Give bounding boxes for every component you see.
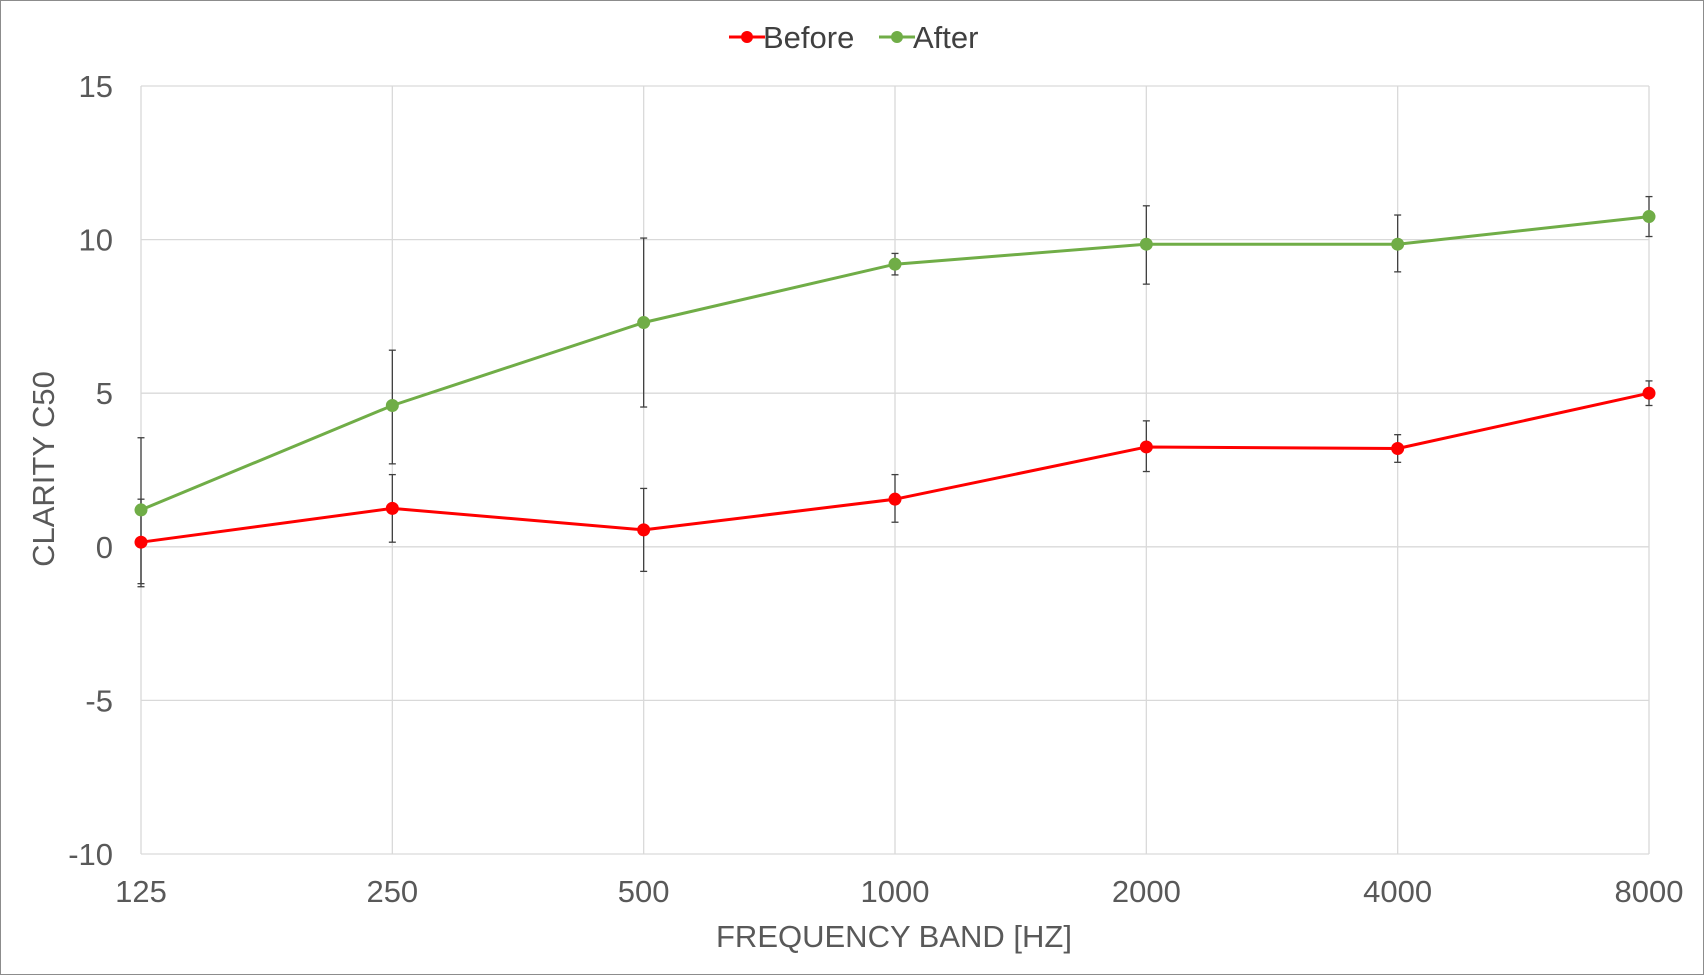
data-point-after — [637, 316, 651, 330]
legend-label: Before — [763, 20, 854, 55]
x-tick-label: 8000 — [1615, 874, 1684, 909]
x-tick-label: 125 — [115, 874, 167, 909]
y-tick-label: 0 — [96, 530, 113, 565]
x-axis-title: FREQUENCY BAND [HZ] — [716, 919, 1072, 954]
y-axis-title: CLARITY C50 — [26, 371, 61, 567]
x-tick-label: 1000 — [861, 874, 930, 909]
legend-swatch-marker — [741, 31, 753, 43]
data-point-before — [1391, 441, 1405, 455]
data-point-after — [1139, 237, 1153, 251]
legend-label: After — [913, 20, 978, 55]
data-point-before — [1139, 440, 1153, 454]
y-tick-label: 10 — [79, 223, 113, 258]
x-tick-label: 500 — [618, 874, 670, 909]
series-layer — [134, 210, 1656, 549]
data-point-after — [1642, 210, 1656, 224]
x-tick-label: 250 — [366, 874, 418, 909]
data-point-before — [385, 501, 399, 515]
y-tick-label: -10 — [68, 837, 113, 872]
x-tick-label: 2000 — [1112, 874, 1181, 909]
x-tick-labels: 125 250 500 1000 2000 4000 8000 — [115, 874, 1683, 909]
data-point-before — [637, 523, 651, 537]
data-point-before — [888, 492, 902, 506]
data-point-after — [888, 257, 902, 271]
y-tick-label: 15 — [79, 69, 113, 104]
x-tick-label: 4000 — [1363, 874, 1432, 909]
legend-swatch-marker — [891, 31, 903, 43]
data-point-after — [1391, 237, 1405, 251]
data-point-after — [134, 503, 148, 517]
y-tick-label: 5 — [96, 376, 113, 411]
y-tick-labels: -10 -5 0 5 10 15 — [68, 69, 113, 872]
legend-item-before: Before — [729, 20, 854, 55]
data-point-after — [385, 398, 399, 412]
data-point-before — [134, 535, 148, 549]
grid-layer — [140, 85, 1650, 855]
legend-item-after: After — [879, 20, 978, 55]
data-point-before — [1642, 386, 1656, 400]
legend: Before After — [729, 20, 978, 55]
y-tick-label: -5 — [85, 683, 113, 718]
